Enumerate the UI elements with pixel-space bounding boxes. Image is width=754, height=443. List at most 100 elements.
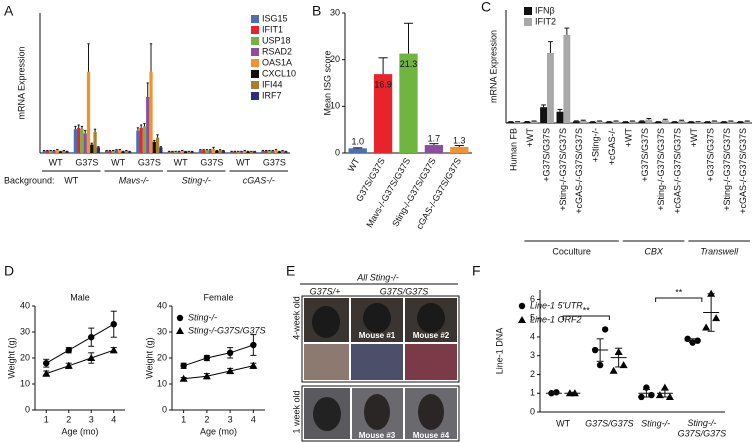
bar — [218, 150, 222, 153]
panel-letter: D — [4, 263, 14, 279]
bar — [83, 133, 87, 153]
y-tick-label: 20 — [20, 352, 30, 362]
bar — [80, 129, 84, 153]
bar — [114, 150, 119, 153]
x-tick-label: 3 — [228, 414, 233, 424]
x-tick-label: G37S/G37S — [585, 418, 634, 428]
y-tick-label: 0 — [530, 406, 535, 416]
photo — [304, 344, 349, 380]
x-tick-label: +WT — [623, 127, 633, 147]
bar — [239, 151, 244, 153]
x-tick-label: +cGAS-/-G37S/G37S — [673, 128, 683, 214]
triangle-marker — [64, 361, 73, 369]
x-tick-label: 4 — [251, 414, 256, 424]
circle-marker — [596, 361, 604, 369]
x-tick-label: +Sting-/-G37S/G37S — [558, 128, 568, 211]
bar — [108, 150, 112, 153]
legend-label: IRF7 — [262, 90, 282, 100]
legend-label: USP18 — [262, 35, 291, 45]
bar — [284, 151, 288, 153]
circle-marker — [638, 393, 645, 401]
bar — [77, 127, 81, 153]
bar — [450, 146, 469, 153]
bar — [96, 147, 100, 153]
x-tick-label: WT — [174, 157, 188, 167]
y-tick-label: 4 — [530, 331, 535, 341]
bar — [645, 119, 653, 123]
y-tick-label: 40 — [20, 300, 30, 310]
triangle-marker — [712, 314, 721, 322]
group-label: cGAS-/- — [243, 175, 275, 185]
legend-label: Line-1 5'UTR — [530, 300, 583, 310]
legend-swatch — [251, 59, 259, 67]
mouse-shape — [418, 394, 444, 430]
legend-swatch — [518, 302, 526, 310]
bar — [93, 132, 97, 153]
y-tick-label: 30 — [330, 7, 340, 17]
bar — [42, 150, 46, 153]
y-tick-label: 20 — [157, 352, 167, 362]
bar — [348, 148, 367, 153]
bar — [183, 151, 188, 153]
photo-panel: E All Sting-/- G37S/+ G37S/G37S 4-week o… — [286, 263, 460, 442]
bar — [58, 151, 63, 153]
bar — [563, 34, 571, 123]
y-tick-label: 5 — [530, 313, 535, 323]
bar — [261, 150, 265, 153]
x-tick-label: WT — [49, 157, 63, 167]
bar — [205, 150, 209, 153]
y-tick-label: 6 — [530, 294, 535, 304]
panel-letter: B — [312, 3, 321, 19]
bar — [159, 147, 163, 153]
mouse-shape — [313, 397, 341, 431]
photo-title: All Sting-/- — [356, 272, 399, 282]
x-tick-label: 2 — [204, 414, 209, 424]
chart-title: Female — [203, 292, 233, 302]
bar — [208, 150, 212, 153]
legend-label: Sting-/- — [188, 312, 217, 322]
triangle-marker — [660, 383, 669, 391]
x-tick-label: Human FB — [509, 128, 519, 171]
x-tick-label: Sting-/- — [641, 418, 670, 428]
series-line — [46, 349, 114, 375]
x-tick-label: +Sting-/-G37S/G37S — [656, 128, 666, 211]
legend-swatch — [176, 327, 184, 334]
x-tick-label: WT — [346, 156, 362, 174]
x-tick-label: +G37S/G37S — [705, 128, 715, 182]
chart-title: Male — [70, 292, 90, 302]
bar — [704, 121, 711, 123]
bar — [622, 121, 629, 123]
bar — [638, 121, 646, 123]
y-tick-label: 0 — [162, 404, 167, 414]
x-tick-label: 4 — [111, 414, 116, 424]
bar — [264, 150, 268, 153]
legend-label: Sting-/-G37S/G37S — [188, 325, 266, 335]
legend-swatch — [251, 26, 259, 34]
circle-marker — [203, 354, 211, 362]
bar — [687, 121, 695, 123]
circle-marker — [226, 349, 234, 356]
y-axis-label: mRNA Expression — [488, 30, 498, 103]
y-tick-label: 10 — [20, 378, 30, 388]
x-tick-label: +G37S/G37S — [640, 128, 650, 182]
x-tick-label: G37S — [200, 157, 223, 167]
y-axis-label: Weight (g) — [144, 337, 154, 378]
mouse-label: Mouse #2 — [413, 331, 450, 340]
x-tick-label: +cGAS-/- — [607, 128, 617, 165]
bar — [743, 121, 751, 123]
y-axis-label: mRNA Expression — [16, 46, 26, 119]
bar — [90, 144, 94, 153]
bar — [547, 52, 554, 123]
bar — [174, 151, 178, 153]
y-axis-label: Mean ISG score — [322, 50, 332, 115]
group-label: Transwell — [700, 246, 739, 256]
legend-swatch — [251, 37, 259, 45]
row-label: 1 week old — [291, 390, 301, 433]
y-tick-label: 0 — [25, 404, 30, 414]
photo-frame — [301, 295, 460, 383]
bar — [111, 150, 115, 153]
x-tick-label: +cGAS-/-G37S/G37S — [574, 128, 584, 214]
bar — [127, 151, 132, 153]
circle-marker — [601, 326, 609, 333]
bar — [152, 141, 156, 153]
